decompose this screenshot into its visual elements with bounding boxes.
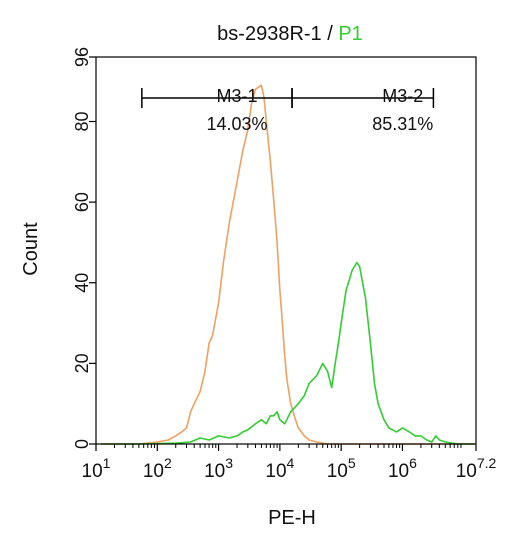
y-axis-label: Count <box>20 222 42 276</box>
plot-area: M3-1 14.03% M3-2 85.31% <box>95 56 477 445</box>
x-tick-label: 103 <box>204 455 233 482</box>
x-tick-label: 104 <box>265 455 294 482</box>
gate-percent: 85.31% <box>372 114 433 134</box>
histogram-curves <box>100 84 475 445</box>
y-tick-label: 40 <box>72 273 92 293</box>
x-tick-label: 106 <box>388 455 417 482</box>
chart-title-prefix: bs-2938R-1 / <box>217 23 338 45</box>
gate-percent: 14.03% <box>207 114 268 134</box>
y-tick-label: 96 <box>72 47 92 67</box>
gate-name: M3-2 <box>382 86 423 106</box>
x-tick-label: 101 <box>82 455 111 482</box>
gate-markers: M3-1 14.03% M3-2 85.31% <box>141 86 435 134</box>
x-tick-label: 105 <box>327 455 356 482</box>
y-tick-label: 80 <box>72 111 92 131</box>
x-tick-label: 102 <box>143 455 172 482</box>
x-tick-label: 107.2 <box>456 455 497 482</box>
y-axis: 0 20 40 60 80 96 <box>72 47 96 449</box>
x-axis: 101 102 103 104 105 106 107.2 <box>82 444 497 482</box>
series-control-line <box>100 84 475 445</box>
y-tick-label: 20 <box>72 353 92 373</box>
x-axis-label: PE-H <box>268 507 316 529</box>
series-p1-line <box>100 261 475 445</box>
chart-title-highlight: P1 <box>338 23 362 45</box>
chart-title: bs-2938R-1 / P1 <box>217 23 363 45</box>
plot-frame <box>95 56 477 445</box>
gate-name: M3-1 <box>217 86 258 106</box>
y-tick-label: 60 <box>72 192 92 212</box>
y-tick-label: 0 <box>72 439 92 449</box>
